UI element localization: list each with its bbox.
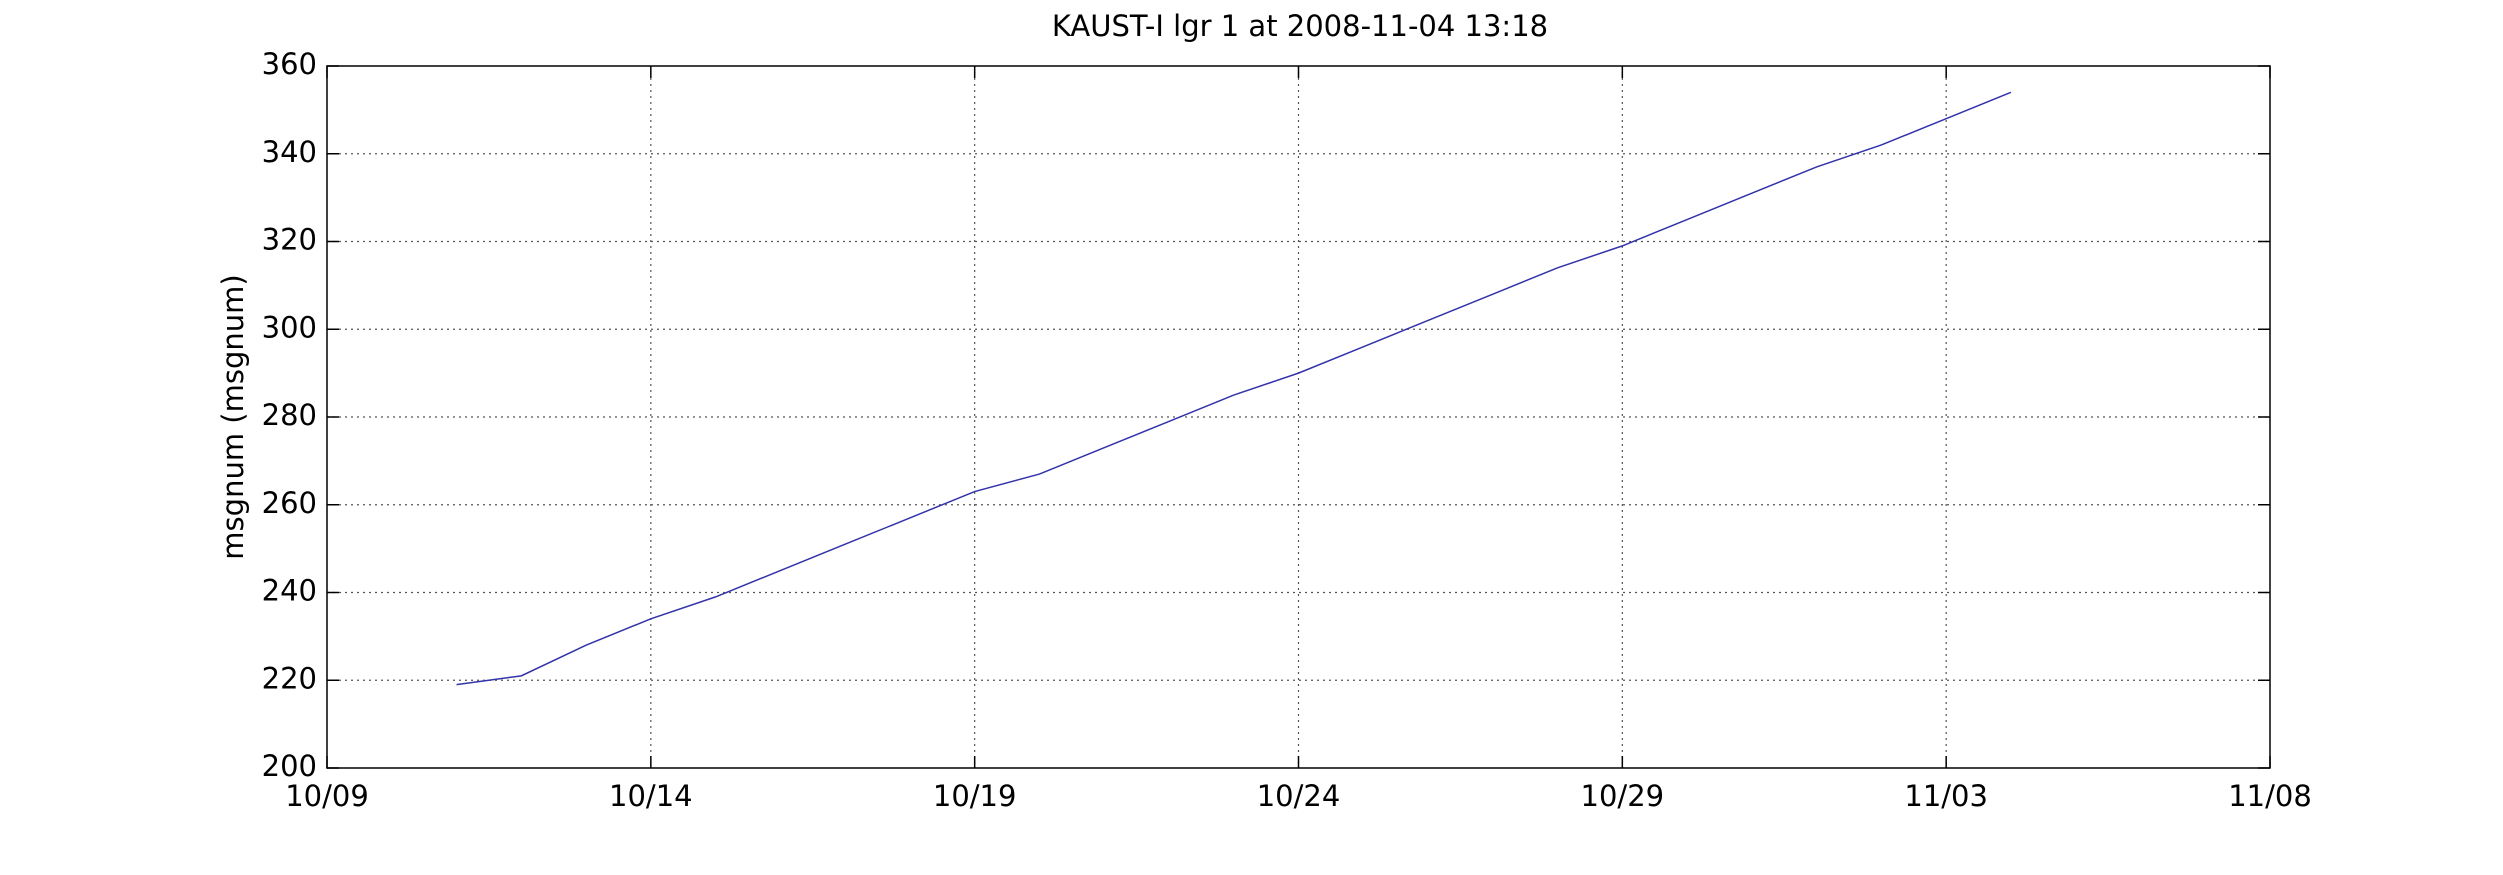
x-tick-label: 11/08: [2228, 779, 2312, 813]
plot-frame: [326, 65, 2271, 769]
data-line: [456, 91, 2012, 686]
x-tick-label: 11/03: [1904, 779, 1988, 813]
y-tick-label: 340: [262, 135, 317, 169]
x-tick-label: 10/19: [933, 779, 1017, 813]
x-tick-label: 10/24: [1257, 779, 1341, 813]
x-tick-label: 10/09: [285, 779, 369, 813]
y-tick-label: 320: [262, 223, 317, 257]
y-tick-label: 240: [262, 574, 317, 608]
y-tick-label: 280: [262, 398, 317, 432]
y-tick-label: 360: [262, 47, 317, 81]
x-tick-label: 10/14: [609, 779, 693, 813]
x-tick-label: 10/29: [1581, 779, 1665, 813]
chart-title: KAUST-I lgr 1 at 2008-11-04 13:18: [1052, 9, 1548, 43]
y-tick-label: 220: [262, 661, 317, 695]
y-tick-label: 300: [262, 310, 317, 344]
y-tick-label: 260: [262, 486, 317, 520]
y-tick-label: 200: [262, 749, 317, 783]
y-axis-label: msgnum (msgnum): [216, 274, 250, 559]
